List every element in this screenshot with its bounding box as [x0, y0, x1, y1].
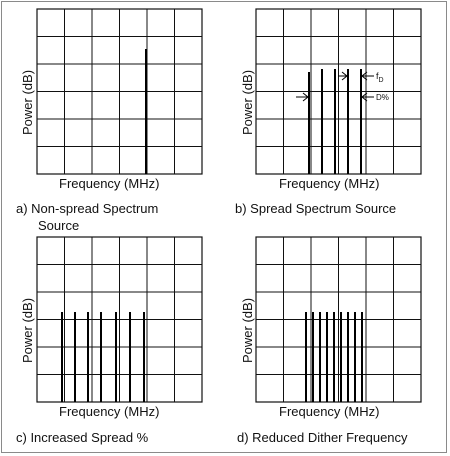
panel-b-ylabel: Power (dB) — [240, 69, 255, 135]
panel-d-xlabel: Frequency (MHz) — [279, 404, 380, 419]
panel-b-fd-label: fD — [376, 71, 384, 84]
fd-main-text: f — [376, 71, 379, 81]
panel-d-ylabel: Power (dB) — [240, 297, 255, 363]
panel-b-d-arrow-right-head — [361, 92, 368, 102]
panel-c-ylabel: Power (dB) — [20, 297, 35, 363]
fd-subscript: D — [378, 76, 384, 84]
panel-c-xlabel: Frequency (MHz) — [59, 404, 160, 419]
panel-d-caption: d) Reduced Dither Frequency — [237, 430, 408, 445]
panel-b-d-arrow-left-head — [302, 92, 309, 102]
panel-b-fd-arrow-right-head — [361, 71, 368, 81]
panel-a-caption-line2: Source — [38, 218, 80, 233]
panel-b-xlabel: Frequency (MHz) — [279, 176, 380, 191]
panel-b-caption: b) Spread Spectrum Source — [235, 201, 397, 216]
panel-a-xlabel: Frequency (MHz) — [59, 176, 160, 191]
panel-c-caption: c) Increased Spread % — [16, 430, 149, 445]
panel-a-ylabel: Power (dB) — [20, 69, 35, 135]
panel-a-caption: a) Non-spread Spectrum — [16, 201, 159, 216]
panel-b-d-percent-label: D% — [376, 93, 389, 102]
panel-b-fd-arrow-left-head — [341, 71, 348, 81]
